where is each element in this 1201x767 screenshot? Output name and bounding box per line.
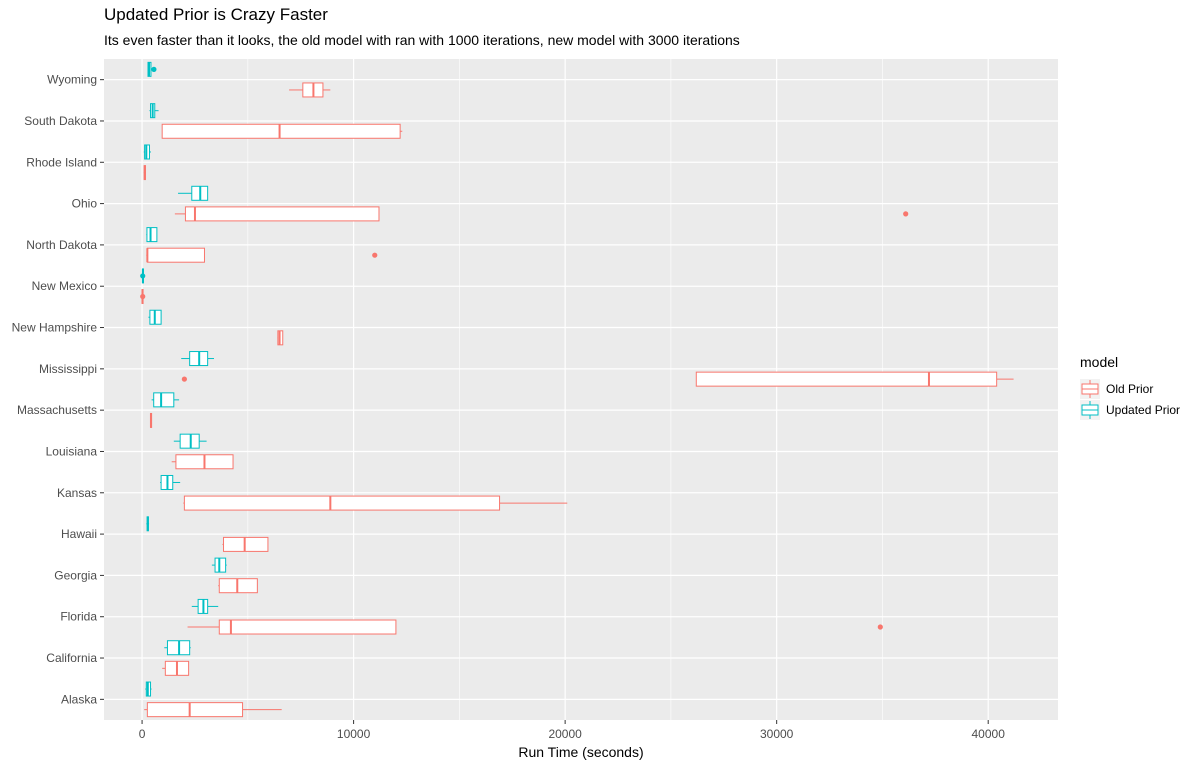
y-tick-label-alaska: Alaska [61,692,97,706]
y-tick-label-georgia: Georgia [54,568,97,582]
chart-subtitle: Its even faster than it looks, the old m… [104,32,740,48]
series-updated-prior [140,61,227,697]
y-tick-label-massachusetts: Massachusetts [17,403,97,417]
outlier-point [140,293,146,300]
y-tick-label-mississippi: Mississippi [39,362,97,376]
x-axis-title: Run Time (seconds) [518,744,643,760]
y-tick-label-florida: Florida [60,610,97,624]
box-north-dakota [146,247,205,263]
box-georgia [218,578,258,594]
y-tick-label-california: California [46,651,97,665]
outlier-point [151,66,157,72]
y-tick-label-hawaii: Hawaii [61,527,97,541]
outlier-point [877,624,883,630]
x-tick-label: 30000 [760,727,794,741]
box-hawaii [223,536,269,552]
x-tick-label: 10000 [337,727,371,741]
y-tick-label-new-mexico: New Mexico [32,279,98,293]
y-tick-label-north-dakota: North Dakota [26,238,97,252]
x-tick-label: 40000 [972,727,1006,741]
y-tick-label-louisiana: Louisiana [46,444,98,458]
box-kansas [183,495,501,511]
box-florida [218,619,397,635]
y-tick-label-rhode-island: Rhode Island [26,155,97,169]
legend-item-old-prior: Old Prior [1080,378,1180,399]
legend-item-updated-prior: Updated Prior [1080,399,1180,420]
legend-key-old-prior [1080,378,1100,399]
outlier-point [903,211,909,217]
outlier-point [140,273,146,279]
outlier-point [372,252,378,258]
y-tick-label-kansas: Kansas [57,486,97,500]
y-tick-label-south-dakota: South Dakota [24,114,97,128]
box-mississippi [695,371,998,387]
box-south-dakota [161,123,401,139]
y-tick-label-wyoming: Wyoming [47,73,97,87]
legend-label-old-prior: Old Prior [1106,381,1154,396]
box-massachusetts [153,392,175,408]
box-north-dakota [146,227,158,243]
axis-layer: 0 10000 20000 30000 40000 Alaska California Flo… [12,73,1006,741]
series-old-prior [140,82,1014,718]
y-tick-label-new-hampshire: New Hampshire [12,321,98,335]
chart-title: Updated Prior is Crazy Faster [104,5,328,24]
legend-key-updated-prior [1080,399,1100,420]
box-layer [140,61,1014,718]
y-tick-label-ohio: Ohio [72,197,98,211]
x-tick-label: 20000 [548,727,582,741]
box-alaska [146,702,244,718]
legend-title: model [1080,354,1119,370]
grid-lines [104,59,1058,720]
x-tick-label: 0 [139,727,146,741]
outlier-point [181,376,187,382]
box-ohio [184,206,380,222]
box-louisiana [179,433,200,449]
plot-panel [104,59,1058,720]
box-georgia [214,557,227,573]
legend: model Old Prior Updated Prior [1080,354,1180,420]
legend-label-updated-prior: Updated Prior [1106,402,1181,417]
